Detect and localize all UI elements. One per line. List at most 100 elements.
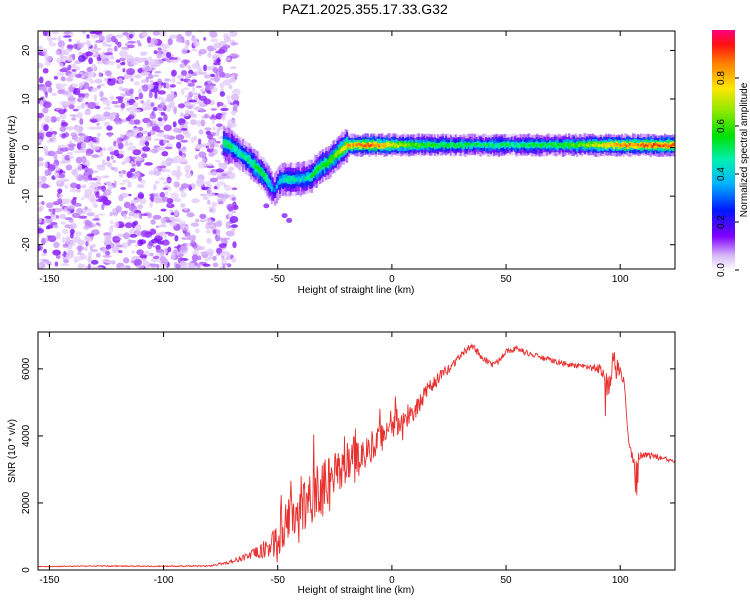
noise-speckle <box>91 63 97 71</box>
noise-speckle <box>163 124 172 132</box>
noise-speckle <box>114 144 119 148</box>
noise-speckle <box>169 34 178 39</box>
noise-speckle <box>67 145 75 151</box>
ridge-cell <box>381 143 384 149</box>
noise-speckle <box>64 184 68 189</box>
y-tick-label: -20 <box>21 237 32 252</box>
noise-speckle <box>68 225 76 230</box>
noise-speckle <box>211 201 218 207</box>
noise-speckle <box>95 222 100 226</box>
ridge-cell <box>413 144 416 148</box>
noise-speckle <box>85 240 89 247</box>
noise-speckle <box>176 141 182 149</box>
noise-speckle <box>38 62 44 69</box>
ridge-cell <box>366 142 369 146</box>
noise-speckle <box>52 208 56 215</box>
noise-speckle <box>158 84 162 91</box>
noise-speckle <box>117 233 125 238</box>
y-tick-label: -10 <box>21 188 32 203</box>
ridge-cell <box>568 143 571 146</box>
noise-speckle <box>60 121 69 127</box>
ridge-cell <box>401 143 405 147</box>
noise-speckle <box>198 129 204 135</box>
ridge-cell <box>400 143 403 146</box>
noise-speckle <box>200 88 205 93</box>
noise-speckle <box>54 261 59 267</box>
noise-speckle <box>127 239 132 247</box>
noise-speckle <box>153 138 161 141</box>
noise-speckle <box>88 71 95 78</box>
ridge-cell <box>362 141 365 148</box>
ridge-cell <box>358 143 361 146</box>
noise-speckle <box>68 249 74 258</box>
ridge-cell <box>520 143 523 147</box>
noise-speckle <box>286 217 293 223</box>
ridge-cell <box>668 144 671 148</box>
ridge-cell <box>315 168 318 173</box>
noise-speckle <box>55 167 61 171</box>
ridge-cell <box>453 143 456 146</box>
noise-speckle <box>213 75 220 83</box>
noise-speckle <box>83 135 90 143</box>
noise-speckle <box>179 220 186 228</box>
noise-speckle <box>231 53 240 59</box>
noise-speckle <box>150 219 156 225</box>
noise-speckle <box>140 230 147 238</box>
noise-speckle <box>153 197 161 204</box>
noise-speckle <box>116 63 121 69</box>
ridge-cell <box>350 143 353 149</box>
noise-speckle <box>111 77 117 82</box>
spectrogram-x-label: Height of straight line (km) <box>298 285 415 296</box>
ridge-cell <box>584 145 587 148</box>
ridge-cell <box>632 143 635 147</box>
ridge-cell <box>648 142 651 146</box>
noise-speckle <box>57 198 63 205</box>
noise-speckle <box>105 70 112 77</box>
x-tick-label: -50 <box>271 274 286 285</box>
noise-speckle <box>66 151 74 156</box>
noise-speckle <box>147 212 152 219</box>
ridge-cell <box>477 142 480 146</box>
noise-speckle <box>133 197 138 200</box>
noise-speckle <box>180 203 186 208</box>
colorbar-tick-label: 0.0 <box>716 263 727 277</box>
noise-speckle <box>89 245 93 252</box>
noise-speckle <box>195 218 200 223</box>
noise-speckle <box>113 237 122 241</box>
ridge-cell <box>451 144 454 148</box>
ridge-cell <box>310 173 313 178</box>
ridge-cell <box>504 143 507 149</box>
noise-speckle <box>90 189 99 192</box>
noise-speckle <box>109 54 115 60</box>
noise-speckle <box>209 47 217 51</box>
ridge-cell <box>366 143 369 149</box>
noise-speckle <box>63 35 72 38</box>
noise-speckle <box>141 64 151 72</box>
noise-speckle <box>128 204 135 211</box>
y-tick-label: 0 <box>21 567 32 573</box>
noise-speckle <box>228 77 237 83</box>
noise-speckle <box>70 182 78 189</box>
noise-speckle <box>207 172 213 175</box>
noise-speckle <box>95 252 101 258</box>
noise-speckle <box>221 114 226 121</box>
noise-speckle <box>81 31 86 34</box>
noise-speckle <box>38 228 44 234</box>
noise-speckle <box>185 74 190 80</box>
ridge-cell <box>587 141 590 147</box>
noise-speckle <box>185 172 192 179</box>
ridge-cell <box>355 143 358 147</box>
noise-speckle <box>198 151 207 158</box>
noise-speckle <box>45 226 50 230</box>
spectrogram-y-ticks: -20 -10 0 10 20 <box>21 44 675 252</box>
noise-speckle <box>46 235 51 239</box>
noise-speckle <box>140 213 149 216</box>
noise-speckle <box>129 111 135 115</box>
noise-speckle <box>67 56 73 62</box>
noise-speckle <box>113 45 118 52</box>
noise-speckle <box>66 44 74 49</box>
noise-speckle <box>88 140 94 147</box>
x-tick-label: -150 <box>39 274 59 285</box>
noise-speckle <box>159 232 164 237</box>
noise-speckle <box>167 38 173 46</box>
